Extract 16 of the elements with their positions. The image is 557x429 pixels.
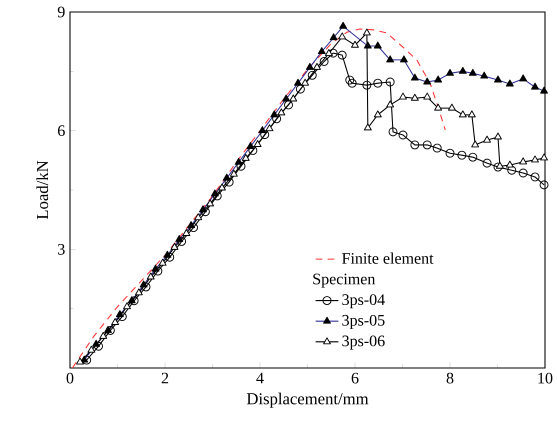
y-axis-title: Load/kN bbox=[36, 160, 48, 220]
y-tick-label: 3 bbox=[58, 244, 65, 255]
legend-label: Finite element bbox=[342, 252, 434, 264]
x-tick-label: 0 bbox=[66, 372, 74, 384]
y-tick-label: 9 bbox=[58, 6, 65, 18]
x-axis-title: Displacement/mm bbox=[246, 392, 368, 408]
legend-label: 3ps-04 bbox=[342, 294, 385, 308]
legend-label: 3ps-06 bbox=[342, 336, 385, 350]
x-tick-label: 8 bbox=[446, 372, 454, 384]
x-tick-label: 2 bbox=[162, 372, 168, 384]
x-tick-label: 6 bbox=[352, 372, 359, 384]
x-tick-label: 4 bbox=[256, 372, 264, 384]
legend-title: Specimen bbox=[313, 274, 376, 288]
y-tick-label: 6 bbox=[58, 125, 65, 136]
x-tick-label: 10 bbox=[538, 372, 552, 384]
legend-label: 3ps-05 bbox=[342, 314, 385, 329]
